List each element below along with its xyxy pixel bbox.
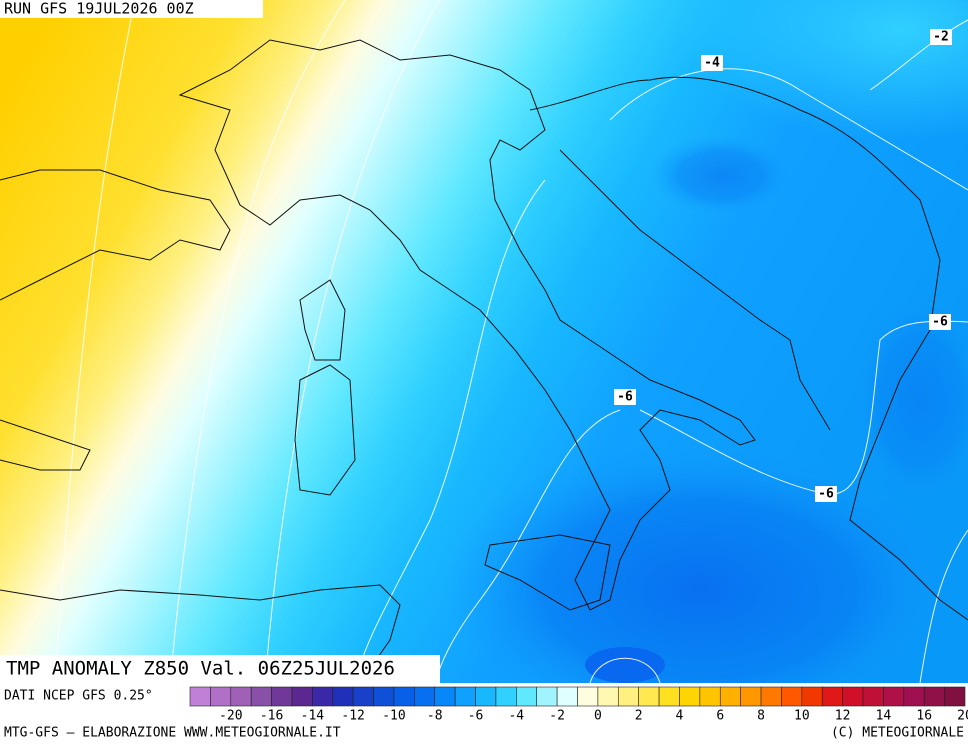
coastlines (0, 39, 968, 684)
run-box (0, 0, 263, 18)
colorbar-swatch (475, 686, 497, 707)
colorbar-swatch (781, 686, 803, 707)
colorbar-label: 14 (876, 709, 892, 724)
colorbar-label: 16 (916, 709, 932, 724)
contour-label: -4 (704, 56, 720, 71)
contour-label: -6 (818, 487, 834, 502)
colorbar-label: -10 (382, 709, 405, 724)
colorbar-swatch (658, 686, 680, 707)
colorbar-swatch (291, 686, 313, 707)
contour-label: -6 (617, 390, 633, 405)
colorbar-label: 0 (594, 709, 602, 724)
contour-label: -2 (933, 30, 949, 45)
footer-left: MTG-GFS — ELABORAZIONE WWW.METEOGIORNALE… (4, 726, 341, 741)
colorbar-swatch (536, 686, 558, 707)
colorbar-swatch (719, 686, 741, 707)
colorbar-label: -8 (427, 709, 443, 724)
colorbar-swatch (454, 686, 476, 707)
colorbar-label: -6 (468, 709, 484, 724)
footer-right: (C) METEOGIORNALE (831, 726, 964, 741)
colorbar-label: -14 (301, 709, 325, 724)
colorbar-label: 10 (794, 709, 810, 724)
colorbar-label: 20 (957, 709, 968, 724)
colorbar-swatch (740, 686, 762, 707)
colorbar-swatch (923, 686, 945, 707)
colorbar-swatch (842, 686, 864, 707)
colorbar-swatch (373, 686, 395, 707)
colorbar-swatch (699, 686, 721, 707)
colorbar-swatch (903, 686, 925, 707)
colorbar-swatch (393, 686, 415, 707)
colorbar-label: 6 (716, 709, 724, 724)
contour-labels: -2 -4 -6 -6 -6 (614, 29, 952, 502)
colorbar-swatch (944, 686, 966, 707)
colorbar-swatch (821, 686, 843, 707)
title-box (0, 655, 440, 683)
colorbar-swatch (516, 686, 538, 707)
colorbar-label: -2 (549, 709, 565, 724)
colorbar-swatch (332, 686, 354, 707)
colorbar-swatch (638, 686, 660, 707)
colorbar-swatch (352, 686, 374, 707)
colorbar-label: 12 (835, 709, 851, 724)
colorbar-swatch (230, 686, 252, 707)
colorbar-swatch (597, 686, 619, 707)
colorbar-swatch (495, 686, 517, 707)
map-title: TMP ANOMALY Z850 Val. 06Z25JUL2026 (6, 658, 395, 680)
colorbar-label: 8 (757, 709, 765, 724)
colorbar-label: -16 (260, 709, 283, 724)
colorbar-swatch (577, 686, 599, 707)
source-label: DATI NCEP GFS 0.25° (4, 689, 153, 704)
colorbar-swatch (434, 686, 456, 707)
colorbar-swatch (679, 686, 701, 707)
isotherms (54, 0, 968, 684)
colorbar-swatch (271, 686, 293, 707)
colorbar-swatch (862, 686, 884, 707)
contour-label: -6 (932, 315, 948, 330)
colorbar: -20-16-14-12-10-8-6-4-2024681012141620 (189, 686, 968, 724)
colorbar-swatch (617, 686, 639, 707)
colorbar-swatch (801, 686, 823, 707)
colorbar-swatch (883, 686, 905, 707)
colorbar-label: -12 (341, 709, 364, 724)
colorbar-swatch (556, 686, 578, 707)
colorbar-label: -4 (508, 709, 524, 724)
colorbar-swatch (210, 686, 232, 707)
run-label: RUN GFS 19JUL2026 00Z (4, 0, 194, 18)
colorbar-swatch (189, 686, 211, 707)
colorbar-swatch (250, 686, 272, 707)
colorbar-swatch (760, 686, 782, 707)
colorbar-swatch (414, 686, 436, 707)
colorbar-swatch (312, 686, 334, 707)
colorbar-label: 4 (676, 709, 684, 724)
colorbar-label: 2 (635, 709, 643, 724)
colorbar-label: -20 (219, 709, 242, 724)
